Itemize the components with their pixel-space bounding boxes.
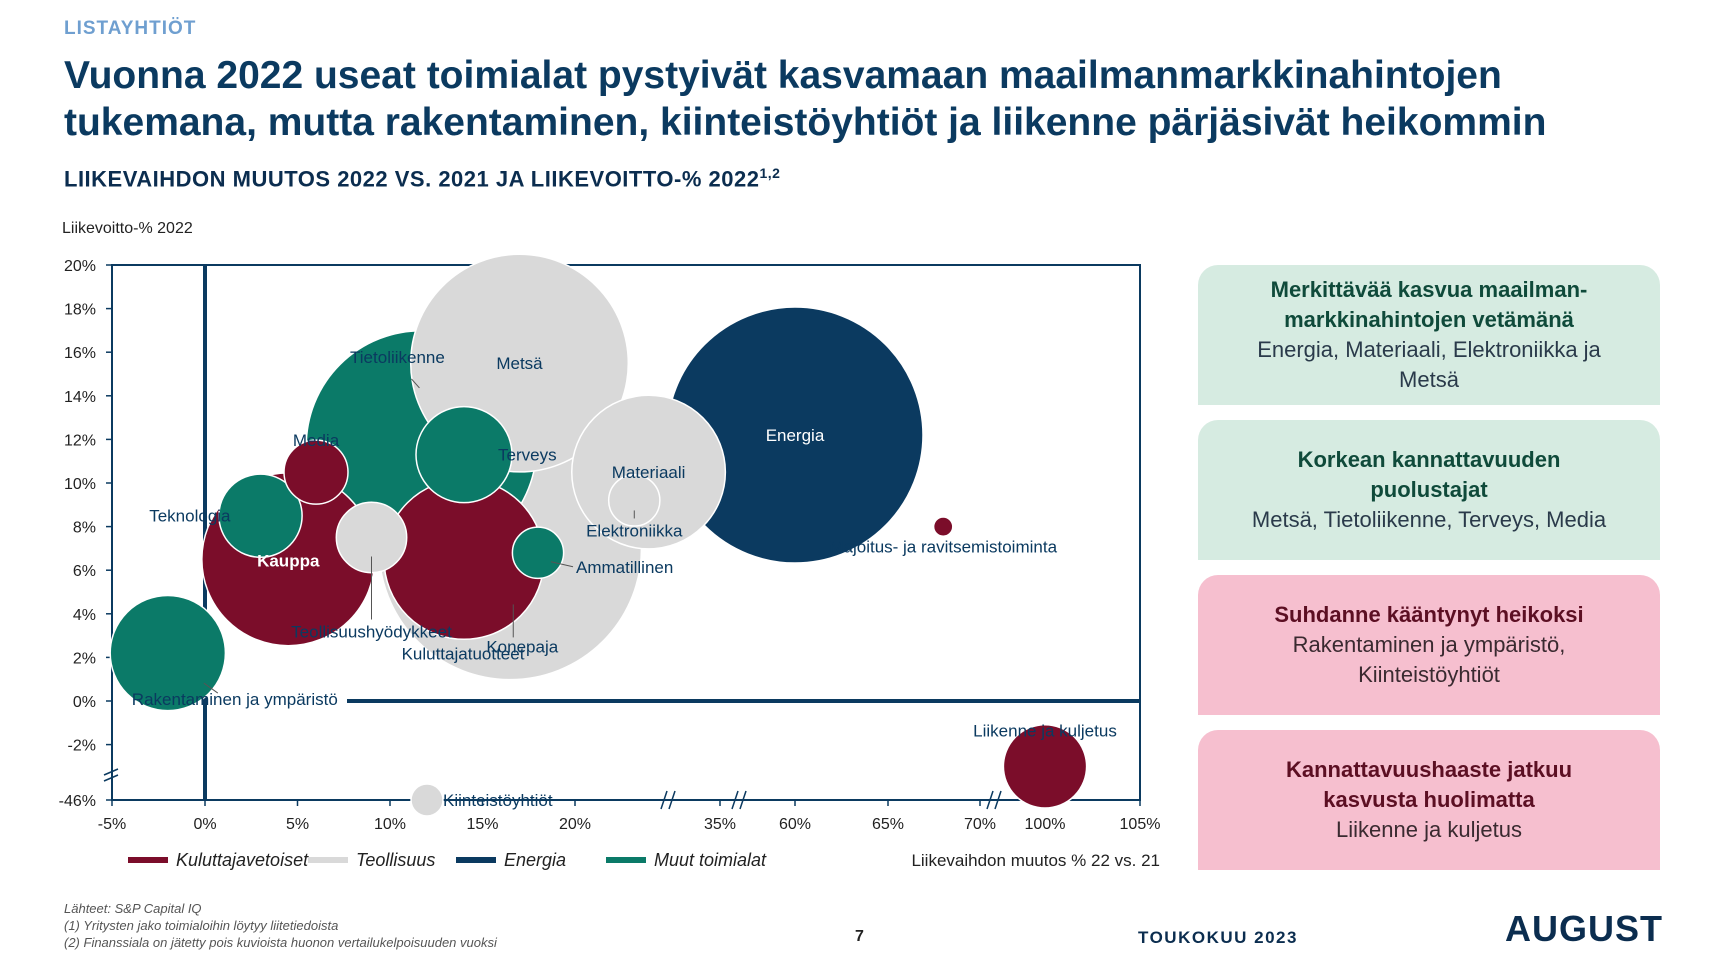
y-tick-label: 6% — [73, 563, 96, 580]
bubble-label: Rakentaminen ja ympäristö — [132, 690, 338, 709]
y-tick-label: 16% — [64, 345, 96, 362]
bubble-label: Teknologia — [149, 507, 231, 526]
y-tick-label: 18% — [64, 302, 96, 319]
y-tick-label: 10% — [64, 476, 96, 493]
y-tick-label: 8% — [73, 520, 96, 537]
category-card-4: Kannattavuushaaste jatkuu kasvusta huolim… — [1198, 730, 1660, 870]
card-body: Rakentaminen ja ympäristö, Kiinteistöyhti… — [1292, 632, 1566, 687]
plot-frame — [111, 264, 1141, 801]
bubble-elektroniikka — [607, 474, 661, 527]
legend-label: Muut toimialat — [654, 850, 767, 870]
x-tick-label: 100% — [1025, 816, 1066, 833]
leader-line — [203, 682, 219, 694]
category-card-2: Korkean kannattavuuden puolustajat Metsä, … — [1198, 420, 1660, 560]
bubble-label: Majoitus- ja ravitsemistoiminta — [829, 538, 1057, 557]
bubble-chart: 20% 18% 16% 14% 12% 10% 8% 6% 4% 2% 0% -2% -46%-5% 0%… — [59, 253, 1161, 870]
y-tick-label: 2% — [73, 650, 96, 667]
y-axis-break — [103, 768, 119, 782]
card-title: Merkittävää kasvua maailman-markkinahint… — [1270, 277, 1588, 332]
bubble-label: Konepaja — [486, 637, 558, 656]
source-line: Lähteet: S&P Capital IQ — [64, 901, 202, 916]
bubble-label: Teollisuushyödykkeet — [291, 623, 452, 642]
y-tick-label: 12% — [64, 432, 96, 449]
bubble-label: Elektroniikka — [586, 521, 683, 540]
x-axis-break — [986, 790, 1002, 810]
x-tick-label: 65% — [872, 816, 904, 833]
bubble-label: Ammatillinen — [576, 558, 673, 577]
x-tick-label: 20% — [559, 816, 591, 833]
x-axis-break — [660, 790, 676, 810]
title-line-1: Vuonna 2022 useat toimialat pystyivät ka… — [64, 54, 1502, 97]
card-body: Energia, Materiaali, Elektroniikka ja Met… — [1257, 337, 1601, 392]
bubble-liikenne-ja-kuljetus — [1002, 724, 1088, 809]
bubble-label: Media — [293, 431, 340, 450]
bubble-label: Liikenne ja kuljetus — [973, 721, 1117, 740]
x-axis-break — [731, 790, 747, 810]
x-tick-label: 15% — [466, 816, 498, 833]
x-tick-label: 10% — [374, 816, 406, 833]
report-date: TOUKOKUU 2023 — [1138, 928, 1298, 947]
card-title: Korkean kannattavuuden puolustajat — [1297, 447, 1561, 502]
title-line-2: tukemana, mutta rakentaminen, kiinteistö… — [64, 101, 1547, 144]
page-title: Vuonna 2022 useat toimialat pystyivät ka… — [64, 52, 1664, 146]
sources: Lähteet: S&P Capital IQ (1) Yritysten ja… — [64, 900, 497, 951]
legend-label: Teollisuus — [356, 850, 435, 870]
x-tick-label: 60% — [779, 816, 811, 833]
bubble-label: Kuluttajatuotteet — [402, 644, 525, 663]
footnote-1: (1) Yritysten jako toimialoihin löytyy l… — [64, 918, 339, 933]
card-title: Kannattavuushaaste jatkuu kasvusta huolim… — [1285, 757, 1573, 812]
x-tick-label: -5% — [98, 816, 126, 833]
x-tick-label: 105% — [1120, 816, 1161, 833]
legend-label: Kuluttajavetoiset — [176, 850, 309, 870]
bubble-media — [283, 439, 349, 505]
section-kicker: LISTAYHTIÖT — [64, 18, 197, 39]
bubble-label: Kiinteistöyhtiöt — [443, 791, 553, 810]
bubble-label: Terveys — [498, 446, 557, 465]
bubble-label: Energia — [766, 426, 825, 445]
subtitle-footnote: 1,2 — [759, 165, 781, 181]
y-tick-label: 20% — [64, 258, 96, 275]
x-axis-label: Liikevaihdon muutos % 22 vs. 21 — [911, 851, 1160, 870]
x-tick-label: 5% — [286, 816, 309, 833]
august-logo: AUGUST — [1505, 908, 1663, 949]
bubble-rakentaminen-ja-ympäristö — [109, 594, 227, 712]
bubble-kiinteistöyhtiöt — [410, 783, 444, 817]
bubble-label: Tietoliikenne — [350, 348, 445, 367]
category-card-1: Merkittävää kasvua maailman-markkinahint… — [1198, 265, 1660, 405]
y-tick-label: 4% — [73, 607, 96, 624]
y-tick-label: 0% — [73, 694, 96, 711]
subtitle-text: LIIKEVAIHDON MUUTOS 2022 VS. 2021 JA LII… — [64, 166, 760, 192]
leader-line — [411, 378, 420, 389]
card-title: Suhdanne kääntynyt heikoksi — [1274, 602, 1584, 627]
y-tick-label: -46% — [59, 793, 96, 810]
leader-line — [550, 561, 574, 568]
category-card-3: Suhdanne kääntynyt heikoksi Rakentaminen … — [1198, 575, 1660, 715]
page-number: 7 — [855, 928, 864, 945]
chart-subtitle: LIIKEVAIHDON MUUTOS 2022 VS. 2021 JA LII… — [64, 165, 780, 192]
bubble-ammatillinen — [511, 526, 565, 580]
footnote-2: (2) Finanssiala on jätetty pois kuvioist… — [64, 935, 497, 950]
legend-label: Energia — [504, 850, 566, 870]
bubble-majoitus-ja-ravitsemistoiminta — [932, 516, 954, 537]
x-tick-label: 0% — [193, 816, 216, 833]
bubble-terveys — [415, 405, 513, 504]
x-tick-label: 70% — [964, 816, 996, 833]
y-tick-label: 14% — [64, 389, 96, 406]
x-tick-label: 35% — [704, 816, 736, 833]
card-body: Metsä, Tietoliikenne, Terveys, Media — [1251, 507, 1607, 532]
card-body: Liikenne ja kuljetus — [1336, 817, 1522, 842]
bubble-label: Kauppa — [257, 551, 320, 570]
y-axis-label: Liikevoitto-% 2022 — [62, 220, 193, 237]
y-tick-label: -2% — [68, 738, 96, 755]
bubble-label: Materiaali — [612, 463, 686, 482]
bubble-label: Metsä — [496, 354, 543, 373]
bubble-teknologia — [218, 473, 303, 559]
